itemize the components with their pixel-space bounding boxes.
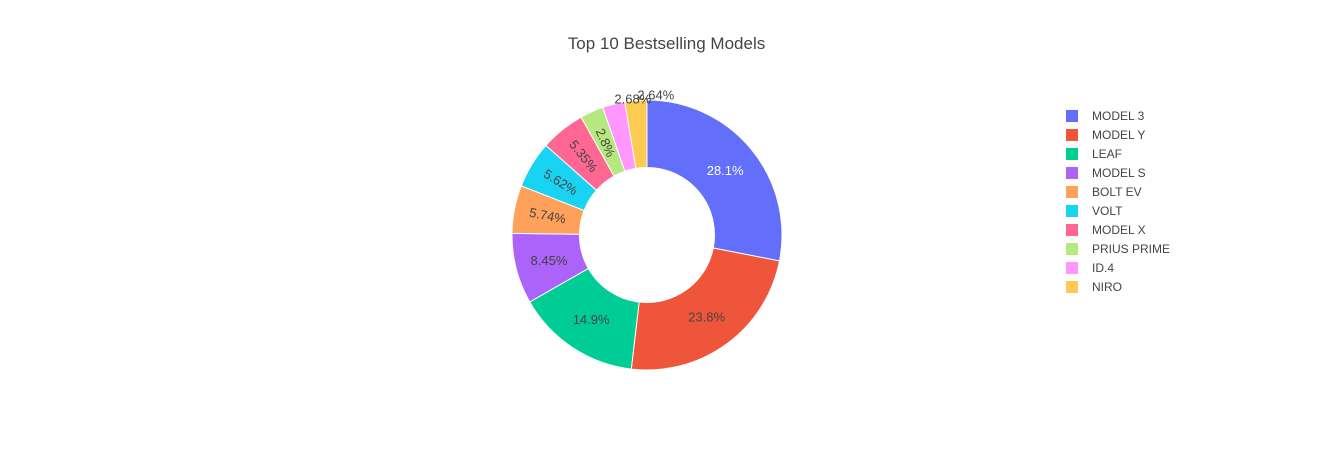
legend-swatch <box>1066 204 1078 217</box>
legend-item-prius-prime[interactable]: PRIUS PRIME <box>1066 239 1170 258</box>
legend-label: MODEL S <box>1092 165 1146 180</box>
slice-label-model-s: 8.45% <box>531 253 568 268</box>
legend-item-model-x[interactable]: MODEL X <box>1066 220 1170 239</box>
legend-item-niro[interactable]: NIRO <box>1066 277 1170 296</box>
legend-label: ID.4 <box>1092 260 1115 275</box>
slice-label-id-4: 2.68% <box>614 91 651 106</box>
legend-item-model-y[interactable]: MODEL Y <box>1066 125 1170 144</box>
legend-label: LEAF <box>1092 146 1123 161</box>
slice-niro[interactable] <box>624 99 648 170</box>
legend-label: PRIUS PRIME <box>1092 241 1171 256</box>
legend-label: NIRO <box>1092 279 1122 294</box>
slice-label-model-y: 23.8% <box>688 309 725 324</box>
legend-item-volt[interactable]: VOLT <box>1066 201 1170 220</box>
legend-swatch <box>1066 166 1078 179</box>
legend-swatch <box>1066 261 1078 274</box>
legend-label: MODEL X <box>1092 222 1146 237</box>
legend-swatch <box>1066 242 1078 255</box>
legend-swatch <box>1066 280 1078 293</box>
slice-label-bolt-ev: 5.74% <box>528 205 567 227</box>
legend-item-bolt-ev[interactable]: BOLT EV <box>1066 182 1170 201</box>
legend-swatch <box>1066 109 1078 122</box>
legend-item-id-4[interactable]: ID.4 <box>1066 258 1170 277</box>
slice-label-niro: 2.64% <box>637 87 674 102</box>
legend-label: VOLT <box>1092 203 1123 218</box>
slice-model-y[interactable] <box>630 247 781 371</box>
slice-label-leaf: 14.9% <box>573 312 610 327</box>
slice-model-3[interactable] <box>646 99 783 262</box>
legend: MODEL 3 MODEL Y LEAF MODEL S BOLT EV VOLT MODE… <box>1066 106 1170 296</box>
legend-label: BOLT EV <box>1092 184 1142 199</box>
legend-swatch <box>1066 185 1078 198</box>
legend-label: MODEL 3 <box>1092 108 1145 123</box>
legend-swatch <box>1066 223 1078 236</box>
legend-swatch <box>1066 128 1078 141</box>
legend-item-model-3[interactable]: MODEL 3 <box>1066 106 1170 125</box>
legend-swatch <box>1066 147 1078 160</box>
legend-label: MODEL Y <box>1092 127 1146 142</box>
legend-item-model-s[interactable]: MODEL S <box>1066 163 1170 182</box>
slice-label-model-3: 28.1% <box>707 163 744 178</box>
legend-item-leaf[interactable]: LEAF <box>1066 144 1170 163</box>
chart-title: Top 10 Bestselling Models <box>567 34 766 53</box>
